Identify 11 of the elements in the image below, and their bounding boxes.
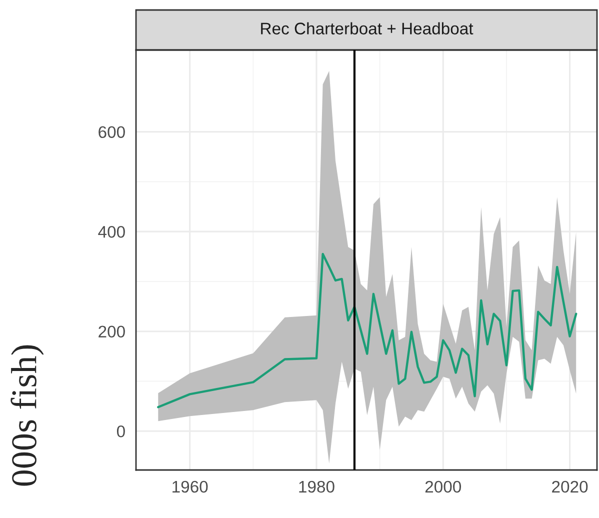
- x-tick-label: 1960: [172, 480, 208, 493]
- x-tick-label: 2020: [552, 480, 588, 493]
- y-tick-label: 400: [98, 226, 125, 238]
- line-series: [157, 252, 578, 408]
- chart-title: Rec Charterboat + Headboat: [261, 22, 474, 34]
- x-tick-label: 1980: [299, 480, 334, 493]
- y-tick-label: 0: [116, 425, 125, 438]
- y-tick-label: 200: [98, 326, 125, 338]
- y-tick-label: 600: [98, 126, 125, 138]
- x-tick-label: 2000: [425, 480, 462, 493]
- y-axis-title: 000s fish): [10, 345, 44, 486]
